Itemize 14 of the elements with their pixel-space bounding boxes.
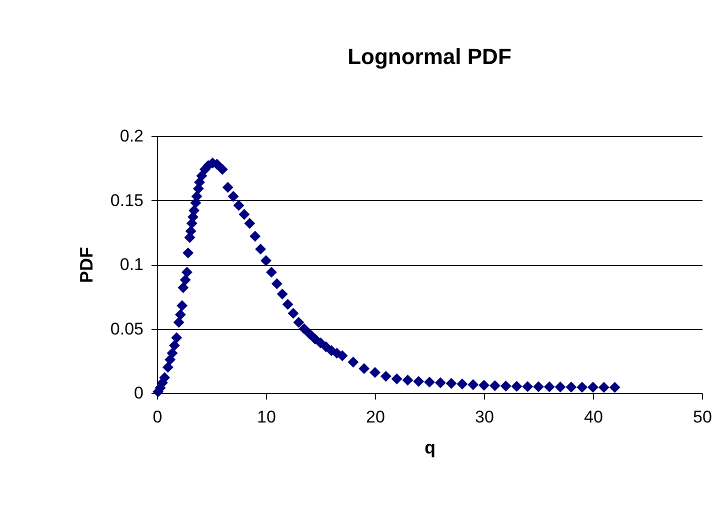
x-tick-label: 40	[584, 408, 603, 426]
x-axis-title: q	[424, 438, 436, 458]
x-tick-label: 0	[152, 408, 162, 426]
y-tick-label: 0.15	[110, 190, 144, 210]
chart-title: Lognormal PDF	[348, 44, 512, 69]
x-tick-label: 10	[257, 408, 276, 426]
y-tick-label: 0.05	[110, 319, 144, 338]
y-tick-label: 0.2	[120, 126, 144, 146]
y-tick-label: 0.1	[120, 255, 144, 274]
x-tick-label: 50	[693, 408, 712, 426]
x-tick-label: 30	[475, 408, 494, 426]
y-tick-label: 0	[134, 384, 144, 402]
x-tick-label: 20	[366, 408, 385, 426]
y-axis-title: PDF	[76, 246, 96, 283]
